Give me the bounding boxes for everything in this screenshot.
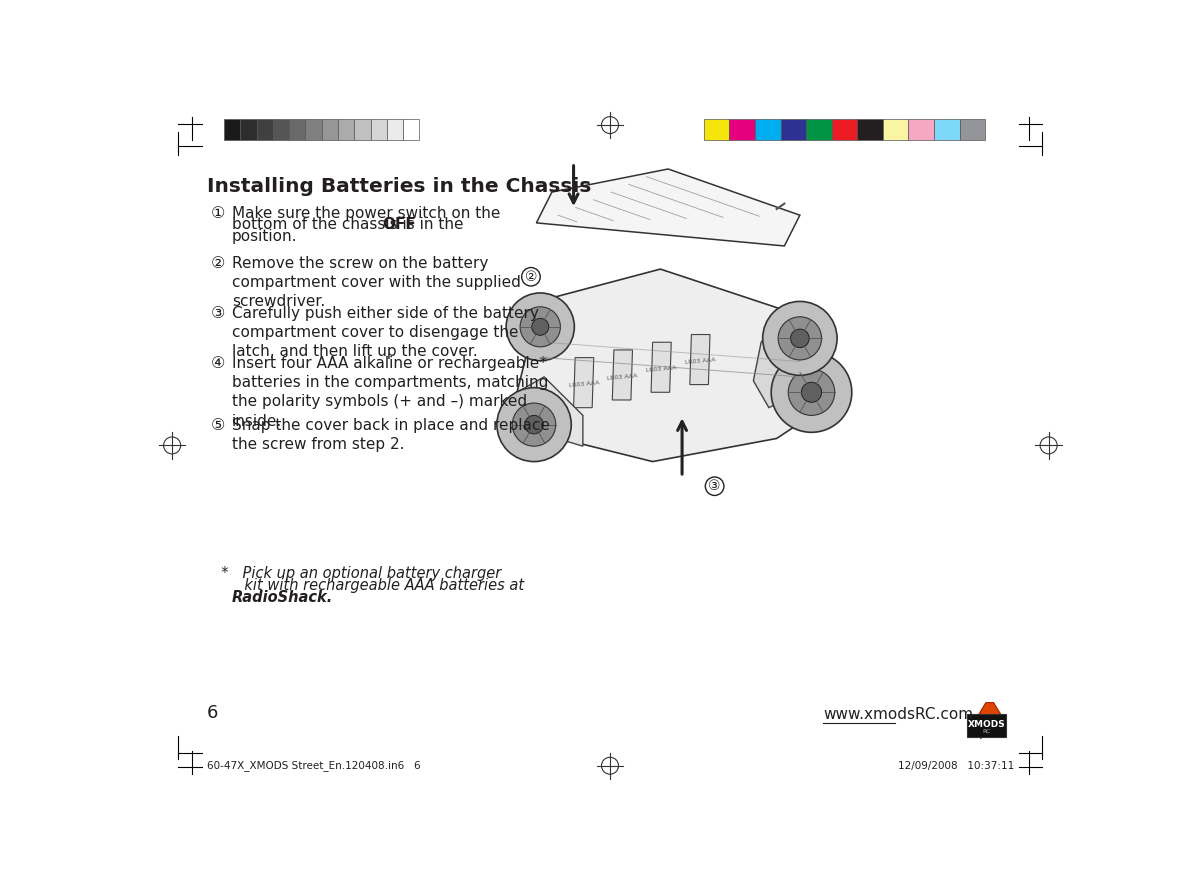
Bar bbox=[289, 119, 305, 139]
Bar bbox=[322, 119, 338, 139]
Bar bbox=[831, 119, 858, 139]
Circle shape bbox=[506, 293, 574, 361]
Bar bbox=[241, 119, 256, 139]
Polygon shape bbox=[517, 377, 582, 446]
Text: LR03 AAA: LR03 AAA bbox=[607, 373, 638, 381]
Text: ⑤: ⑤ bbox=[211, 418, 225, 433]
Text: ④: ④ bbox=[211, 356, 225, 371]
Polygon shape bbox=[612, 350, 632, 400]
Text: LR03 AAA: LR03 AAA bbox=[568, 381, 599, 388]
Text: LR03 AAA: LR03 AAA bbox=[685, 358, 716, 365]
Bar bbox=[858, 119, 883, 139]
Text: Make sure the power switch on the: Make sure the power switch on the bbox=[232, 206, 500, 220]
Bar bbox=[224, 119, 241, 139]
Text: Insert four AAA alkaline or rechargeable*
batteries in the compartments, matchin: Insert four AAA alkaline or rechargeable… bbox=[232, 356, 548, 429]
Text: 60-47X_XMODS Street_En.120408.in6   6: 60-47X_XMODS Street_En.120408.in6 6 bbox=[207, 760, 420, 771]
Bar bbox=[780, 119, 806, 139]
Bar bbox=[256, 119, 273, 139]
Bar bbox=[704, 119, 729, 139]
Circle shape bbox=[531, 318, 549, 335]
Circle shape bbox=[525, 415, 543, 434]
Bar bbox=[755, 119, 780, 139]
Polygon shape bbox=[754, 315, 823, 407]
Text: www.xmodsRC.com: www.xmodsRC.com bbox=[823, 706, 973, 721]
Circle shape bbox=[497, 388, 572, 461]
Bar bbox=[387, 119, 403, 139]
Polygon shape bbox=[517, 269, 823, 461]
Bar bbox=[403, 119, 419, 139]
Text: XMODS: XMODS bbox=[968, 721, 1005, 729]
Text: position.: position. bbox=[232, 229, 298, 244]
Text: ③: ③ bbox=[709, 479, 721, 493]
Text: OFF: OFF bbox=[382, 218, 416, 233]
Bar bbox=[338, 119, 354, 139]
Circle shape bbox=[788, 370, 835, 415]
Text: ③: ③ bbox=[211, 306, 225, 321]
Bar bbox=[273, 119, 289, 139]
Text: *   Pick up an optional battery charger: * Pick up an optional battery charger bbox=[212, 565, 501, 580]
Bar bbox=[354, 119, 370, 139]
Bar bbox=[370, 119, 387, 139]
Text: 6: 6 bbox=[207, 704, 218, 721]
Bar bbox=[729, 119, 755, 139]
Bar bbox=[934, 119, 960, 139]
Text: Remove the screw on the battery
compartment cover with the supplied
screwdriver.: Remove the screw on the battery compartm… bbox=[232, 256, 520, 310]
Circle shape bbox=[778, 317, 822, 360]
Circle shape bbox=[772, 352, 852, 432]
Text: ②: ② bbox=[525, 270, 537, 284]
Bar bbox=[305, 119, 322, 139]
Text: RC: RC bbox=[983, 729, 991, 735]
Circle shape bbox=[802, 382, 822, 402]
Circle shape bbox=[705, 477, 724, 496]
Text: Carefully push either side of the battery
compartment cover to disengage the
lat: Carefully push either side of the batter… bbox=[232, 306, 538, 360]
Bar bbox=[960, 119, 985, 139]
Bar bbox=[883, 119, 909, 139]
Text: LR03 AAA: LR03 AAA bbox=[646, 365, 676, 373]
Bar bbox=[909, 119, 934, 139]
Text: bottom of the chassis is in the: bottom of the chassis is in the bbox=[232, 218, 468, 233]
Circle shape bbox=[512, 403, 556, 446]
Bar bbox=[806, 119, 831, 139]
Polygon shape bbox=[690, 334, 710, 385]
Text: kit with rechargeable AAA batteries at: kit with rechargeable AAA batteries at bbox=[212, 578, 524, 593]
Text: 12/09/2008   10:37:11: 12/09/2008 10:37:11 bbox=[898, 761, 1014, 771]
Circle shape bbox=[762, 302, 837, 376]
Circle shape bbox=[791, 329, 809, 348]
Text: ②: ② bbox=[211, 256, 225, 271]
Text: ①: ① bbox=[211, 206, 225, 220]
Polygon shape bbox=[536, 169, 800, 246]
Text: RadioShack.: RadioShack. bbox=[232, 590, 333, 605]
Polygon shape bbox=[651, 342, 672, 392]
Text: Snap the cover back in place and replace
the screw from step 2.: Snap the cover back in place and replace… bbox=[232, 418, 550, 452]
Polygon shape bbox=[574, 357, 594, 407]
Circle shape bbox=[522, 267, 541, 286]
Text: Installing Batteries in the Chassis: Installing Batteries in the Chassis bbox=[207, 176, 592, 196]
Circle shape bbox=[520, 307, 561, 347]
Bar bbox=[967, 714, 1006, 737]
Polygon shape bbox=[975, 703, 1003, 739]
